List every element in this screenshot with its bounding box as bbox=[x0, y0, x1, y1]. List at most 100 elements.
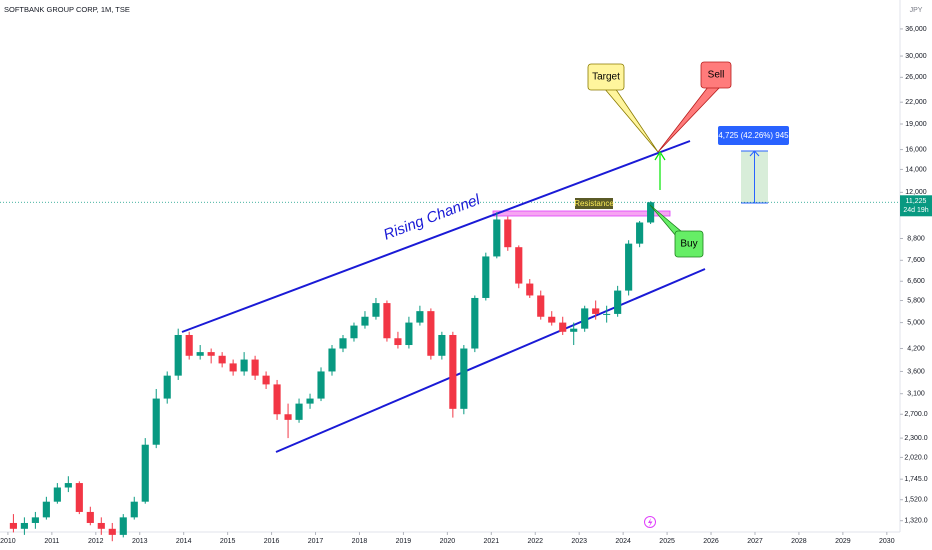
y-tick-label: 36,000 bbox=[905, 26, 927, 33]
candle-body bbox=[218, 355, 226, 364]
countdown-label: 24d 19h bbox=[903, 207, 928, 214]
candle-body bbox=[592, 308, 600, 314]
x-tick-label: 2017 bbox=[308, 538, 324, 545]
x-tick-label: 2013 bbox=[132, 538, 148, 545]
candle-body bbox=[328, 348, 336, 372]
y-tick-label: 7,600 bbox=[907, 257, 925, 264]
candle-body bbox=[471, 297, 479, 349]
x-tick-label: 2018 bbox=[352, 538, 368, 545]
candle-body bbox=[361, 316, 369, 326]
y-tick-label: 22,000 bbox=[905, 99, 927, 106]
currency-label: JPY bbox=[910, 7, 923, 14]
candle-body bbox=[108, 528, 116, 535]
y-tick-label: 3,600 bbox=[907, 368, 925, 375]
measure-label[interactable]: 4,725 (42.26%) 945 bbox=[718, 131, 789, 140]
candle-body bbox=[350, 325, 358, 339]
candle-body bbox=[548, 316, 556, 323]
candle-body bbox=[53, 487, 61, 502]
candle-body bbox=[570, 328, 578, 332]
candle-body bbox=[339, 338, 347, 349]
y-tick-label: 6,600 bbox=[907, 278, 925, 285]
y-tick-label: 12,000 bbox=[905, 189, 927, 196]
x-tick-label: 2025 bbox=[659, 538, 675, 545]
resistance-label[interactable]: Resistance bbox=[574, 199, 614, 208]
candle-body bbox=[185, 334, 193, 356]
candle-body bbox=[20, 522, 28, 529]
candle-body bbox=[537, 295, 545, 317]
measure-label-bg bbox=[718, 126, 789, 145]
y-tick-label: 19,000 bbox=[905, 121, 927, 128]
y-tick-label: 2,020.0 bbox=[904, 454, 927, 461]
candle-body bbox=[229, 363, 237, 372]
candle-body bbox=[141, 444, 149, 502]
buy-label[interactable]: Buy bbox=[680, 239, 697, 250]
axes: 1,320.0 1,520.0 1,745.0 2,020.0 2,300.0 2,700… bbox=[0, 26, 932, 545]
candle-body bbox=[31, 517, 39, 523]
y-tick-label: 5,000 bbox=[907, 319, 925, 326]
candle-body bbox=[394, 338, 402, 346]
target-label[interactable]: Target bbox=[592, 72, 620, 83]
y-tick-label: 2,300.0 bbox=[904, 435, 927, 442]
candle-body bbox=[515, 247, 523, 284]
candle-body bbox=[207, 352, 215, 356]
y-tick-label: 5,800 bbox=[907, 297, 925, 304]
candle-body bbox=[526, 283, 534, 296]
event-icon-bolt bbox=[648, 518, 653, 527]
candle-body bbox=[284, 414, 292, 420]
buy-box[interactable] bbox=[674, 230, 704, 258]
x-tick-label: 2020 bbox=[440, 538, 456, 545]
x-tick-label: 2011 bbox=[44, 538, 59, 545]
candle-body bbox=[262, 375, 270, 385]
sell-box[interactable] bbox=[700, 61, 732, 89]
candle-body bbox=[196, 352, 204, 356]
candle-body bbox=[438, 334, 446, 356]
x-tick-label: 2028 bbox=[791, 538, 807, 545]
candle-body bbox=[152, 398, 160, 445]
channel-lower[interactable] bbox=[275, 268, 706, 453]
y-tick-label: 2,700.0 bbox=[904, 411, 927, 418]
candle-body bbox=[240, 359, 248, 372]
y-tick-label: 4,200 bbox=[907, 345, 925, 352]
last-price-label: 11,225 bbox=[906, 198, 927, 205]
candle-body bbox=[427, 311, 435, 356]
candle-body bbox=[317, 371, 325, 399]
candle-body bbox=[581, 308, 589, 329]
channel-upper[interactable] bbox=[181, 140, 691, 333]
candle-body bbox=[64, 483, 72, 488]
y-tick-label: 26,000 bbox=[905, 74, 927, 81]
y-tick-label: 30,000 bbox=[905, 53, 927, 60]
candle-body bbox=[75, 483, 83, 512]
candle-body bbox=[273, 384, 281, 415]
target-box[interactable] bbox=[587, 63, 625, 91]
x-tick-label: 2024 bbox=[615, 538, 631, 545]
candle-body bbox=[625, 243, 633, 291]
x-tick-label: 2023 bbox=[571, 538, 587, 545]
candle-body bbox=[559, 322, 567, 332]
measure-arrowhead bbox=[749, 150, 760, 157]
candle-body bbox=[449, 334, 457, 409]
x-tick-label: 2029 bbox=[835, 538, 851, 545]
resistance-zone[interactable] bbox=[492, 210, 671, 217]
y-tick-label: 1,520.0 bbox=[904, 497, 927, 504]
x-tick-label: 2030 bbox=[879, 538, 895, 545]
candle-body bbox=[163, 375, 171, 399]
candles bbox=[9, 201, 655, 542]
x-tick-label: 2010 bbox=[0, 538, 16, 545]
candle-body bbox=[42, 501, 50, 518]
resistance-label-bg bbox=[575, 198, 613, 209]
y-tick-label: 16,000 bbox=[905, 146, 927, 153]
sell-label[interactable]: Sell bbox=[708, 70, 725, 81]
x-tick-label: 2019 bbox=[396, 538, 412, 545]
candle-body bbox=[251, 359, 259, 376]
chart-title: SOFTBANK GROUP CORP, 1M, TSE bbox=[4, 5, 130, 14]
candle-body bbox=[603, 313, 611, 315]
candle-body bbox=[460, 348, 468, 409]
target-arrowhead bbox=[654, 150, 666, 161]
candle-body bbox=[383, 303, 391, 339]
candle-body bbox=[504, 219, 512, 248]
y-tick-label: 14,000 bbox=[905, 166, 927, 173]
candle-body bbox=[493, 219, 501, 257]
x-tick-label: 2015 bbox=[220, 538, 236, 545]
last-price-box bbox=[900, 195, 932, 217]
